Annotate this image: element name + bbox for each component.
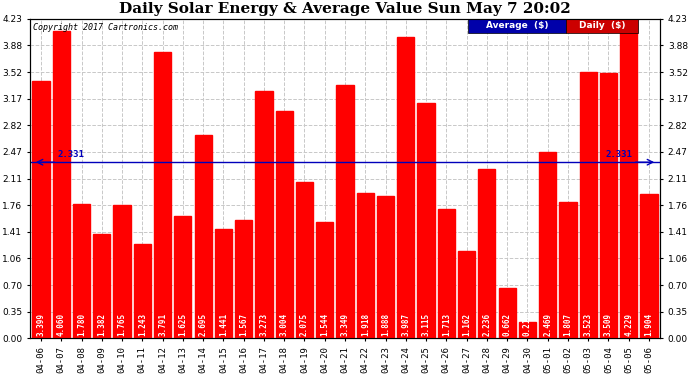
Text: 1.625: 1.625 [178,313,188,336]
Bar [397,37,415,338]
Bar [235,220,253,338]
Bar [478,170,495,338]
Text: 1.780: 1.780 [77,313,86,336]
Text: 1.382: 1.382 [97,313,106,336]
Text: 3.523: 3.523 [584,313,593,336]
Text: 2.236: 2.236 [482,313,491,336]
Bar [640,195,658,338]
Text: Average  ($): Average ($) [486,21,548,30]
Bar [52,32,70,338]
Bar [337,85,353,338]
Bar [215,230,232,338]
Bar [175,216,192,338]
Bar [275,111,293,338]
Text: 1.162: 1.162 [462,313,471,336]
Bar [73,204,90,338]
Text: 2.331: 2.331 [57,150,84,159]
Text: Daily  ($): Daily ($) [579,21,625,30]
Text: 1.243: 1.243 [138,313,147,336]
FancyBboxPatch shape [468,19,566,33]
Bar [437,209,455,338]
FancyBboxPatch shape [566,19,638,33]
Bar [154,52,171,338]
Text: 2.075: 2.075 [300,313,309,336]
Bar [458,251,475,338]
Text: 2.469: 2.469 [543,313,552,336]
Text: 1.888: 1.888 [381,313,390,336]
Text: 1.904: 1.904 [644,313,653,336]
Bar [498,288,515,338]
Bar [580,72,597,338]
Text: 0.216: 0.216 [523,313,532,336]
Bar [316,222,333,338]
Text: 3.349: 3.349 [340,313,350,336]
Bar [32,81,50,338]
Bar [560,202,577,338]
Bar [357,194,374,338]
Bar [93,234,110,338]
Text: 4.229: 4.229 [624,313,633,336]
Bar [195,135,212,338]
Bar [255,91,273,338]
Text: 1.765: 1.765 [117,313,126,336]
Text: 3.273: 3.273 [259,313,268,336]
Text: 1.807: 1.807 [564,313,573,336]
Bar [417,103,435,338]
Text: 3.987: 3.987 [402,313,411,336]
Text: 2.331: 2.331 [606,150,633,159]
Bar [620,19,638,338]
Text: 3.509: 3.509 [604,313,613,336]
Text: 4.060: 4.060 [57,313,66,336]
Text: 3.004: 3.004 [279,313,288,336]
Text: 1.544: 1.544 [320,313,329,336]
Bar [600,73,617,338]
Text: 1.441: 1.441 [219,313,228,336]
Text: 1.918: 1.918 [361,313,370,336]
Bar [519,322,536,338]
Text: 0.662: 0.662 [502,313,512,336]
Text: 2.695: 2.695 [199,313,208,336]
Bar [377,196,394,338]
Text: Copyright 2017 Cartronics.com: Copyright 2017 Cartronics.com [33,23,178,32]
Title: Daily Solar Energy & Average Value Sun May 7 20:02: Daily Solar Energy & Average Value Sun M… [119,2,571,16]
Bar [539,152,556,338]
Text: 3.115: 3.115 [422,313,431,336]
Bar [296,182,313,338]
Bar [134,244,151,338]
Text: 3.791: 3.791 [158,313,167,336]
Bar [113,205,130,338]
Text: 3.399: 3.399 [37,313,46,336]
Text: 1.713: 1.713 [442,313,451,336]
Text: 1.567: 1.567 [239,313,248,336]
